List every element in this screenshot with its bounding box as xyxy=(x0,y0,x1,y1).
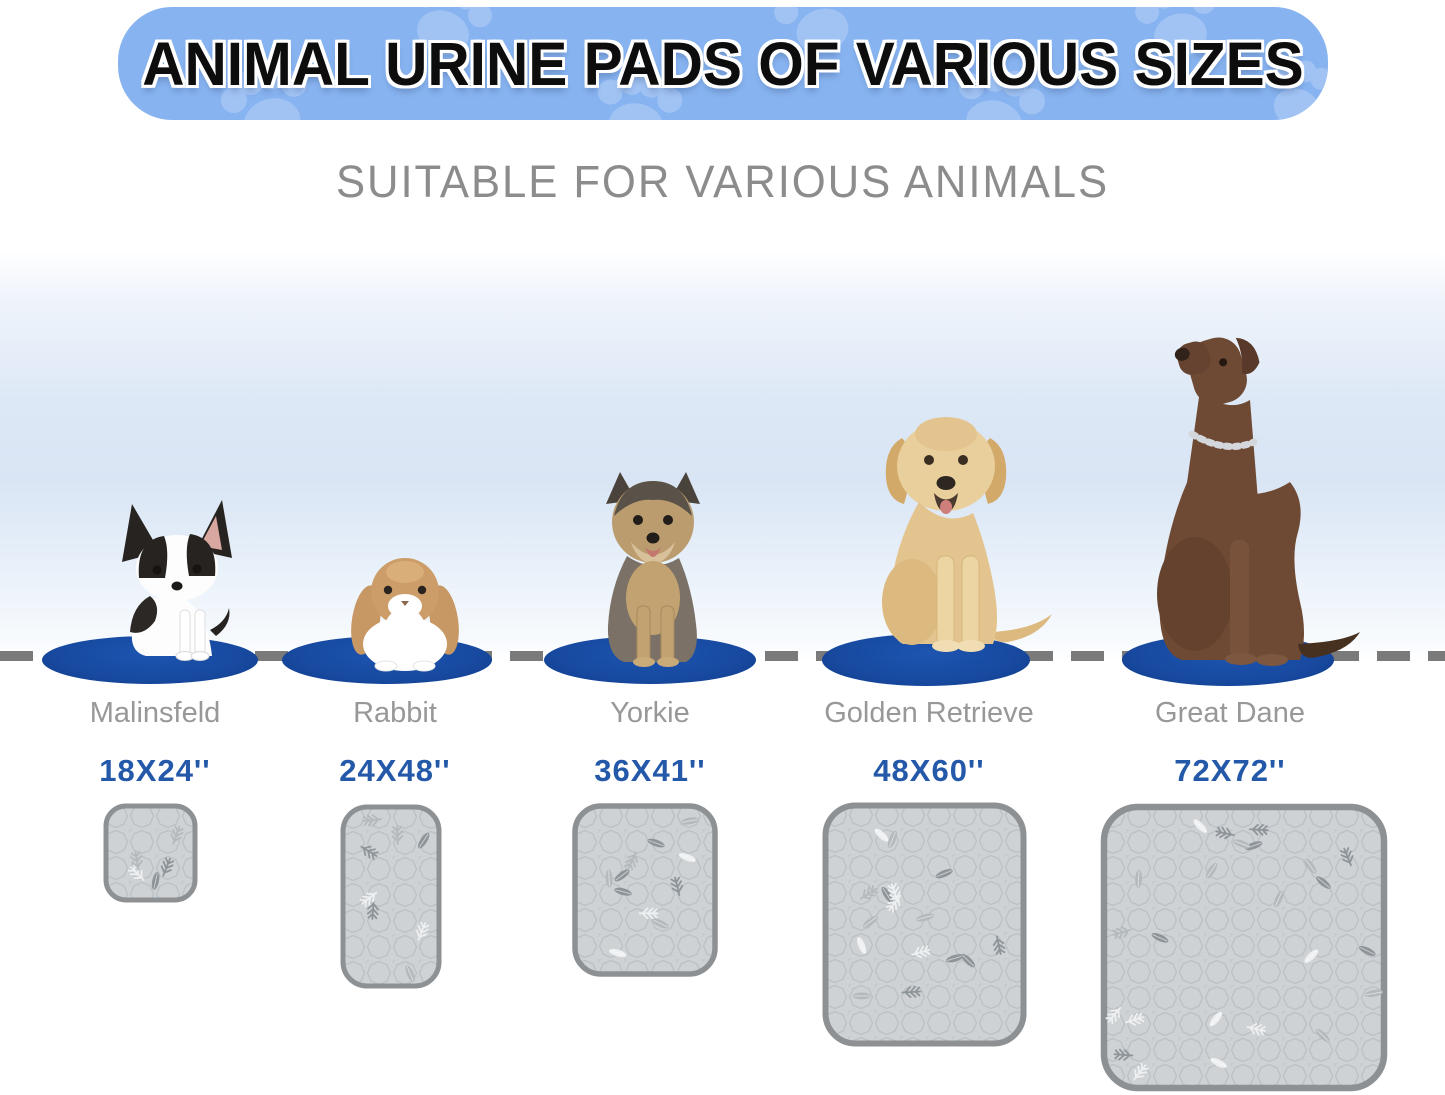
animal-name-label: Great Dane xyxy=(1155,697,1305,729)
subtitle: SUITABLE FOR VARIOUS ANIMALS xyxy=(335,156,1110,207)
animal-name-label: Malinsfeld xyxy=(89,697,221,729)
pad-size-label: 18X24'' xyxy=(99,753,211,788)
paw-print-icon xyxy=(1135,7,1216,57)
animal-name-label: Golden Retrieve xyxy=(824,697,1034,729)
animal-name-label: Yorkie xyxy=(610,697,690,729)
rabbit-image xyxy=(351,558,459,672)
paw-print-pattern xyxy=(220,7,1328,120)
pad-image-72x72 xyxy=(1100,803,1388,1092)
great-dane-image xyxy=(1157,337,1360,666)
pad-size-label: 48X60'' xyxy=(873,753,985,788)
paw-print-icon xyxy=(1273,60,1328,120)
pad-image-24x48 xyxy=(340,804,442,989)
pad-image-36x41 xyxy=(572,803,718,977)
banner-title: ANIMAL URINE PADS OF VARIOUS SIZES xyxy=(142,29,1304,98)
small-dog-image xyxy=(122,500,232,661)
banner: ANIMAL URINE PADS OF VARIOUS SIZES xyxy=(118,7,1328,120)
pad-image-18x24 xyxy=(103,803,198,903)
yorkie-image xyxy=(606,472,700,667)
pad-image-48x60 xyxy=(822,802,1027,1047)
pad-size-label: 36X41'' xyxy=(594,753,706,788)
pad-size-label: 72X72'' xyxy=(1174,753,1286,788)
golden-retriever-image xyxy=(882,417,1052,652)
paw-print-icon xyxy=(597,69,683,120)
paw-print-icon xyxy=(413,7,492,55)
paw-print-icon xyxy=(958,65,1046,120)
paw-print-icon xyxy=(220,63,308,120)
pad-size-label: 24X48'' xyxy=(339,753,451,788)
animal-name-label: Rabbit xyxy=(353,697,437,729)
paw-print-icon xyxy=(774,7,849,53)
